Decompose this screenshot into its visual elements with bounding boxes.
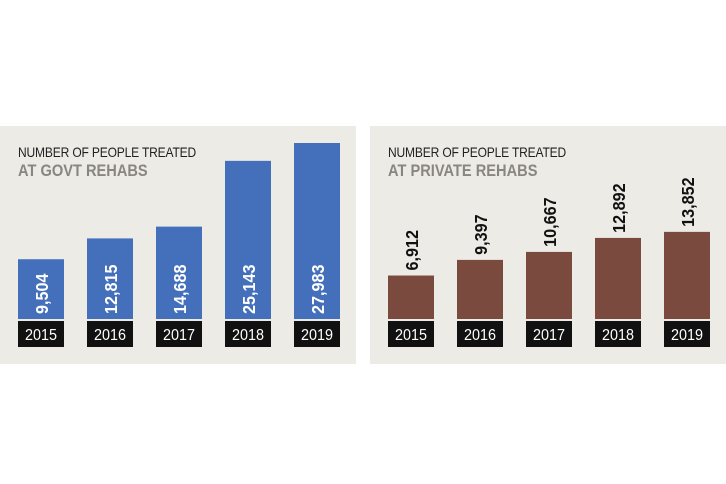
- private-year-label-2018: 2018: [602, 326, 634, 344]
- private-value-label-2016: 9,397: [471, 214, 491, 255]
- private-rehab-chart: NUMBER OF PEOPLE TREATED AT PRIVATE REHA…: [370, 126, 726, 364]
- private-value-label-2018: 12,892: [609, 183, 629, 233]
- private-year-box-2018: [595, 321, 641, 347]
- govt-year-box-2018: [225, 321, 271, 347]
- govt-value-label-2019: 27,983: [308, 264, 328, 314]
- govt-value-label-2018: 25,143: [239, 264, 259, 314]
- govt-bar-2019: [294, 143, 340, 319]
- private-bar-2015: [388, 275, 434, 319]
- govt-year-box-2019: [294, 321, 340, 347]
- private-year-label-2015: 2015: [395, 326, 427, 344]
- private-year-label-2016: 2016: [464, 326, 496, 344]
- govt-year-box-2017: [156, 321, 202, 347]
- private-bar-2019: [664, 231, 710, 319]
- private-value-label-2015: 6,912: [402, 230, 422, 271]
- govt-year-box-2016: [87, 321, 133, 347]
- private-year-label-2019: 2019: [671, 326, 703, 344]
- govt-year-box-2015: [18, 321, 64, 347]
- govt-rehab-chart: NUMBER OF PEOPLE TREATED AT GOVT REHABS …: [0, 126, 356, 364]
- govt-bar-2015: [18, 259, 64, 319]
- private-chart-title: NUMBER OF PEOPLE TREATED: [388, 144, 567, 160]
- govt-year-label-2018: 2018: [232, 326, 264, 344]
- govt-chart-plot: 9,504 2015 12,815 2016 14,688 2017 25,143 2018 2…: [18, 143, 340, 347]
- govt-chart-subtitle: AT GOVT REHABS: [18, 161, 148, 180]
- govt-year-label-2017: 2017: [163, 326, 195, 344]
- govt-bar-2016: [87, 238, 133, 319]
- govt-bar-2017: [156, 226, 202, 319]
- govt-chart-title: NUMBER OF PEOPLE TREATED: [18, 144, 197, 160]
- private-chart-subtitle: AT PRIVATE REHABS: [388, 161, 538, 180]
- govt-year-label-2015: 2015: [25, 326, 57, 344]
- private-bar-2016: [457, 259, 503, 319]
- private-year-box-2015: [388, 321, 434, 347]
- govt-value-label-2016: 12,815: [101, 264, 121, 314]
- govt-value-label-2017: 14,688: [170, 264, 190, 314]
- private-value-label-2017: 10,667: [540, 197, 560, 247]
- private-value-label-2019: 13,852: [678, 177, 698, 227]
- private-year-box-2017: [526, 321, 572, 347]
- private-year-box-2016: [457, 321, 503, 347]
- private-year-box-2019: [664, 321, 710, 347]
- private-chart-plot: 6,912 2015 9,397 2016 10,667 2017 12,892 2018 13…: [388, 177, 710, 347]
- govt-bar-2018: [225, 160, 271, 319]
- govt-year-label-2019: 2019: [301, 326, 333, 344]
- govt-year-label-2016: 2016: [94, 326, 126, 344]
- private-bar-2017: [526, 251, 572, 319]
- govt-value-label-2015: 9,504: [32, 273, 52, 314]
- private-year-label-2017: 2017: [533, 326, 565, 344]
- private-bar-2018: [595, 237, 641, 319]
